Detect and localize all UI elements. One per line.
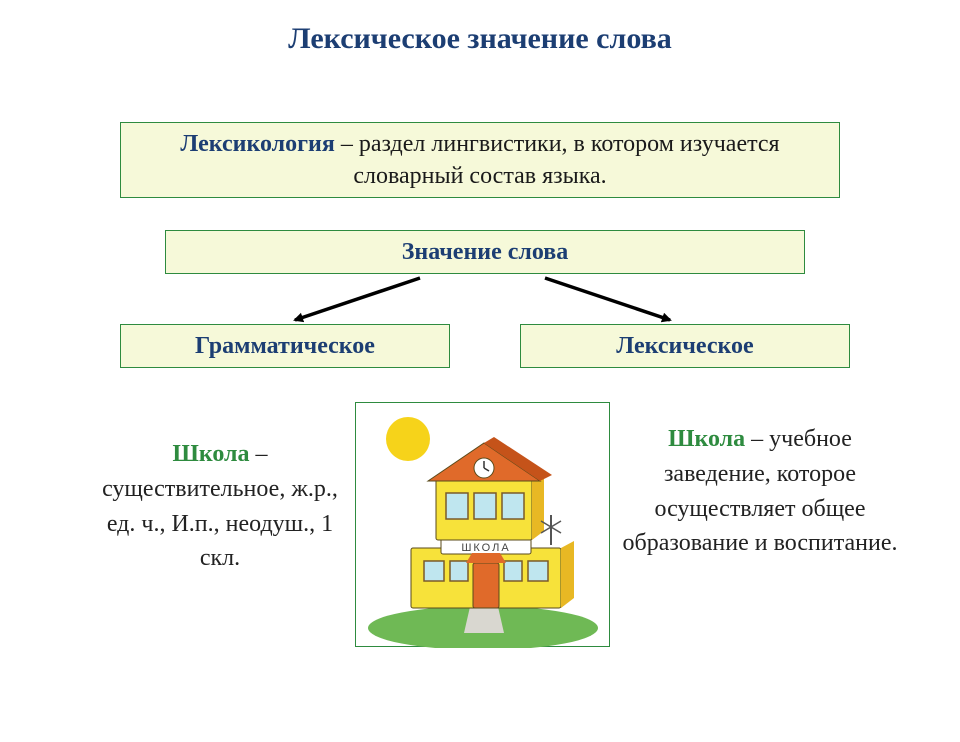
svg-text:ШКОЛА: ШКОЛА: [461, 542, 510, 554]
example-lexical: Школа – учебное заведение, которое осуще…: [620, 422, 900, 561]
example-right-sep: –: [745, 426, 769, 452]
branch-grammatical: Грамматическое: [120, 324, 450, 368]
example-grammatical: Школа – существительное, ж.р., ед. ч., И…: [90, 437, 350, 576]
example-left-sep: –: [250, 441, 268, 467]
branch-lexical: Лексическое: [520, 324, 850, 368]
example-left-body: существительное, ж.р., ед. ч., И.п., нео…: [102, 476, 338, 572]
school-icon: ШКОЛА: [356, 403, 611, 648]
branch-lexical-label: Лексическое: [616, 333, 753, 360]
example-left-term: Школа: [172, 441, 249, 467]
branch-grammatical-label: Грамматическое: [195, 333, 375, 360]
example-right-term: Школа: [668, 426, 745, 452]
school-image-box: ШКОЛА: [355, 402, 610, 647]
